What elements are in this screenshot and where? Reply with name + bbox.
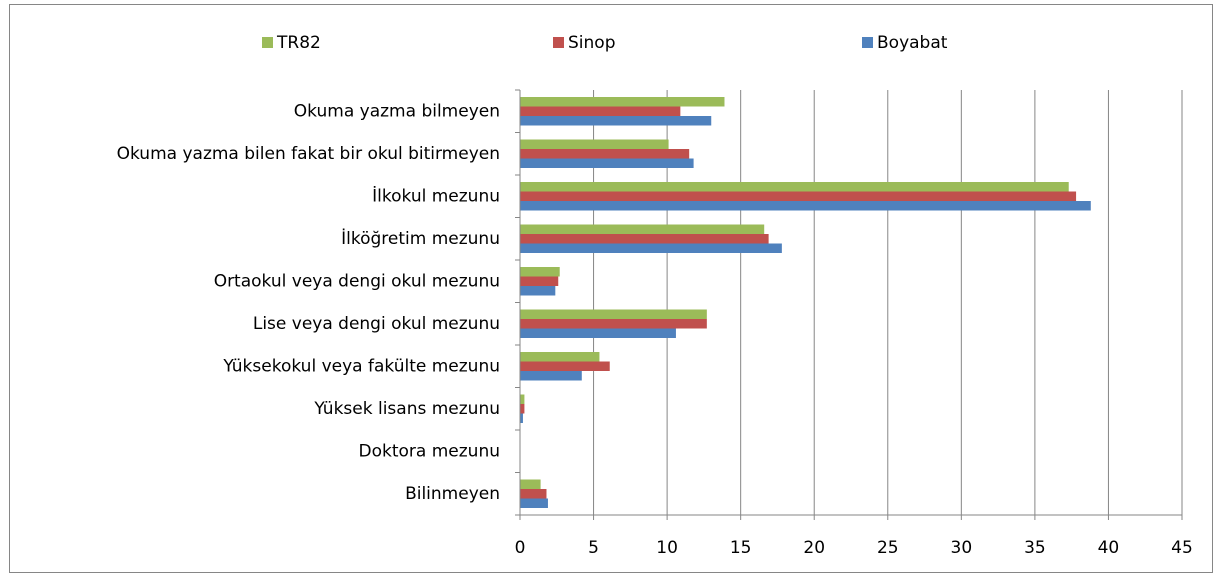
bar [520, 489, 547, 499]
legend-label: Sinop [568, 33, 615, 53]
bar [520, 309, 707, 319]
bar [520, 328, 676, 338]
x-tick-label: 30 [951, 538, 973, 558]
bar [520, 106, 681, 116]
x-tick-label: 10 [656, 538, 678, 558]
bar [520, 234, 769, 244]
bar [520, 276, 559, 286]
legend-label: TR82 [276, 33, 321, 53]
bar [520, 404, 525, 414]
y-tick-label: Ortaokul veya dengi okul mezunu [214, 271, 500, 291]
x-tick-label: 0 [515, 538, 526, 558]
y-tick-label: Bilinmeyen [405, 484, 500, 504]
y-tick-label: Yüksekokul veya fakülte mezunu [222, 356, 500, 376]
bar [520, 371, 582, 381]
bar [520, 139, 669, 149]
y-tick-label: Doktora mezunu [359, 441, 500, 461]
x-tick-label: 40 [1098, 538, 1120, 558]
legend-swatch [553, 37, 564, 48]
bar [520, 352, 600, 362]
legend-swatch [262, 37, 273, 48]
bar [520, 191, 1077, 201]
x-tick-label: 5 [588, 538, 599, 558]
y-tick-label: İlköğretim mezunu [341, 228, 500, 249]
bar [520, 319, 707, 329]
bar [520, 201, 1091, 211]
y-tick-label: Okuma yazma bilen fakat bir okul bitirme… [117, 144, 500, 164]
bar [520, 182, 1069, 192]
bar [520, 413, 523, 423]
y-tick-label: İlkokul mezunu [372, 185, 500, 206]
x-tick-label: 45 [1171, 538, 1193, 558]
x-tick-label: 15 [730, 538, 752, 558]
legend-swatch [862, 37, 873, 48]
bar [520, 158, 694, 168]
bar [520, 224, 765, 234]
y-tick-label: Yüksek lisans mezunu [313, 399, 500, 419]
y-tick-label: Lise veya dengi okul mezunu [253, 314, 500, 334]
chart-border [9, 4, 1213, 573]
bar [520, 479, 541, 489]
x-tick-label: 25 [877, 538, 899, 558]
bar [520, 116, 712, 126]
legend-label: Boyabat [877, 33, 948, 53]
bar [520, 149, 690, 159]
bar [520, 267, 560, 277]
x-tick-label: 20 [803, 538, 825, 558]
bar [520, 97, 725, 107]
bar [520, 243, 782, 253]
bar [520, 361, 610, 371]
bar [520, 286, 556, 296]
bar [520, 498, 548, 508]
bar [520, 394, 525, 404]
x-tick-label: 35 [1024, 538, 1046, 558]
y-tick-label: Okuma yazma bilmeyen [294, 101, 500, 121]
